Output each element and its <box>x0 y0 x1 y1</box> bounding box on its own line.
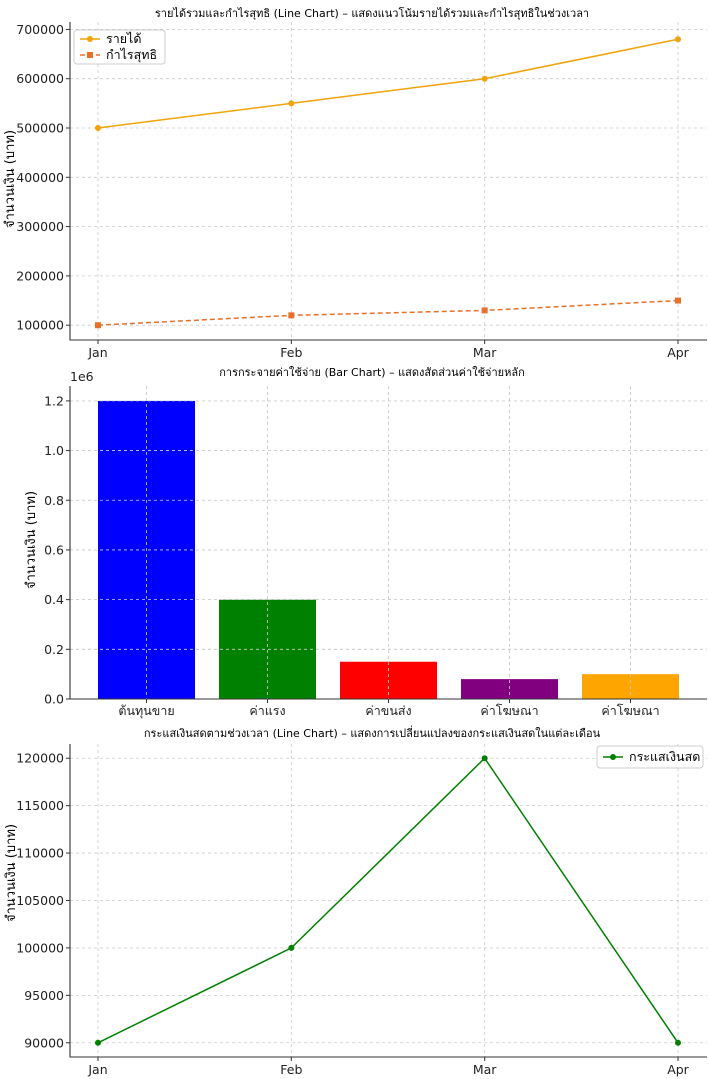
x-tick-label: Feb <box>280 345 302 360</box>
y-tick-label: 120000 <box>16 751 64 766</box>
x-tick-label: Jan <box>87 345 107 360</box>
y-axis-label: จำนวนเงิน (บาท) <box>3 130 18 228</box>
y-tick-label: 0.0 <box>44 692 64 707</box>
chart-title: กระแสเงินสดตามช่วงเวลา (Line Chart) – แส… <box>144 725 601 740</box>
x-tick-label: Mar <box>473 345 497 360</box>
grid <box>66 744 707 1061</box>
data-point <box>288 100 295 107</box>
y-tick-label: 0.4 <box>44 592 64 607</box>
data-point <box>675 1039 681 1046</box>
chart-title: การกระจายค่าใช้จ่าย (Bar Chart) – แสดงสั… <box>219 366 525 379</box>
y-tick-label: 500000 <box>16 121 64 136</box>
series-line <box>97 38 679 129</box>
data-point <box>481 755 488 762</box>
y-tick-label: 100000 <box>16 940 64 955</box>
legend-label-profit: กำไรสุทธิ <box>106 47 157 63</box>
y-tick-label: 0.6 <box>44 542 64 557</box>
x-tick-label: Feb <box>280 1062 302 1077</box>
series <box>95 755 681 1046</box>
axes-frame <box>69 22 707 341</box>
legend-label-cashflow: กระแสเงินสด <box>629 749 700 764</box>
y-tick-label: 200000 <box>16 268 64 283</box>
expense-bar-chart: การกระจายค่าใช้จ่าย (Bar Chart) – แสดงสั… <box>24 366 707 719</box>
legend: กระแสเงินสด <box>596 745 704 769</box>
y-tick-label: 1.2 <box>44 393 64 408</box>
y-tick-label: 100000 <box>16 318 64 333</box>
y-tick-label: 700000 <box>16 22 64 37</box>
y-axis-label: จำนวนเงิน (บาท) <box>24 491 39 589</box>
y-tick-label: 90000 <box>24 1035 64 1050</box>
grid <box>66 22 707 344</box>
tick-labels: 100000 200000 300000 400000 500000 600000 7000… <box>16 22 689 360</box>
cashflow-chart: กระแสเงินสดตามช่วงเวลา (Line Chart) – แส… <box>4 725 707 1077</box>
y-tick-label: 400000 <box>16 170 64 185</box>
y-tick-label: 110000 <box>16 846 64 861</box>
legend-marker-profit <box>87 52 93 58</box>
y-tick-label: 115000 <box>16 798 64 813</box>
legend-label-revenue: รายได้ <box>106 31 141 46</box>
y-tick-label: 300000 <box>16 219 64 234</box>
series <box>95 36 681 329</box>
y-tick-label: 600000 <box>16 71 64 86</box>
x-tick-label: Mar <box>473 1062 497 1077</box>
tick-labels: 90000 95000 100000 105000 110000 115000 120000… <box>16 751 689 1077</box>
y-tick-label: 0.8 <box>44 493 64 508</box>
x-tick-label: ค่าขนส่ง <box>365 703 411 718</box>
data-point <box>288 944 295 951</box>
axes-frame <box>69 386 707 700</box>
x-tick-label: ค่าโฆษณา <box>601 703 659 718</box>
x-tick-label: Jan <box>87 1062 107 1077</box>
legend-box <box>596 745 704 769</box>
legend: รายได้ กำไรสุทธิ <box>73 29 166 65</box>
tick-labels: 0.0 0.2 0.4 0.6 0.8 1.0 1.2 ต้นทุนขาย ค่าแรง ค่าข… <box>44 393 660 719</box>
x-tick-label: Apr <box>667 345 689 360</box>
y-tick-label: 0.2 <box>44 642 64 657</box>
revenue-profit-chart: รายได้รวมและกำไรสุทธิ (Line Chart) – แสด… <box>3 6 707 360</box>
series-line <box>97 299 679 326</box>
chart-title: รายได้รวมและกำไรสุทธิ (Line Chart) – แสด… <box>155 6 589 20</box>
bar <box>461 679 558 699</box>
axes-frame <box>69 744 707 1058</box>
data-point <box>95 125 101 131</box>
data-point <box>481 307 488 314</box>
legend-marker-cashflow <box>610 754 616 760</box>
data-point <box>95 322 101 329</box>
y-tick-label: 95000 <box>24 988 64 1003</box>
y-tick-label: 1.0 <box>44 443 64 458</box>
x-tick-label: ค่าแรง <box>249 703 285 718</box>
legend-marker-revenue <box>87 36 93 42</box>
x-tick-label: ต้นทุนขาย <box>118 703 174 719</box>
x-tick-label: Apr <box>667 1062 689 1077</box>
y-axis-label: จำนวนเงิน (บาท) <box>4 824 19 922</box>
data-point <box>481 75 488 82</box>
x-tick-label: ค่าโฆษณา <box>480 703 538 718</box>
data-point <box>288 312 295 319</box>
y-tick-label: 105000 <box>16 893 64 908</box>
data-point <box>95 1039 101 1046</box>
series-line <box>97 757 679 1044</box>
data-point <box>675 36 681 43</box>
y-scale-label: 1e6 <box>70 369 94 384</box>
data-point <box>675 297 681 304</box>
